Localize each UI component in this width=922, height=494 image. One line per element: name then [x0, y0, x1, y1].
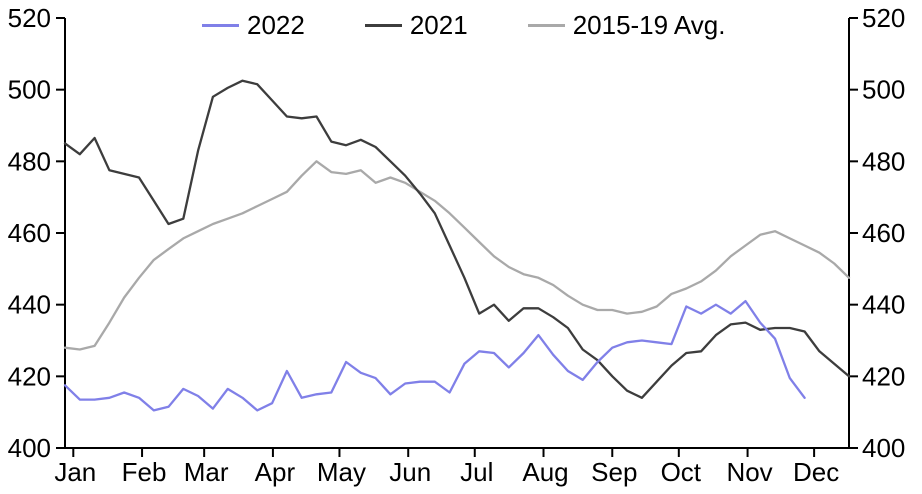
y-axis-label-right: 440 [862, 290, 905, 320]
x-axis-label: Nov [726, 457, 772, 487]
y-axis-label-right: 400 [862, 433, 905, 463]
y-axis-label-right: 500 [862, 75, 905, 105]
y-axis-label-left: 400 [8, 433, 51, 463]
axis-frame [64, 18, 850, 449]
x-axis-label: Jan [54, 457, 96, 487]
y-axis-label-left: 440 [8, 290, 51, 320]
legend-swatch-2015-19-avg-line [527, 24, 565, 27]
legend-label-2022: 2022 [247, 10, 305, 40]
y-axis-label-right: 520 [862, 3, 905, 33]
legend-item-2021: 2021 [364, 10, 468, 41]
legend-item-2022: 2022 [202, 10, 305, 41]
y-axis-label-left: 420 [8, 361, 51, 391]
series-line-2022 [63, 299, 806, 412]
y-axis-label-right: 480 [862, 146, 905, 176]
y-axis-label-left: 500 [8, 75, 51, 105]
y-axis-label-left: 480 [8, 146, 51, 176]
y-axis-label-left: 520 [8, 3, 51, 33]
legend-swatch-2022-line [202, 24, 239, 27]
x-axis-label: Apr [255, 457, 296, 487]
legend-label-2021: 2021 [409, 10, 468, 40]
chart-legend: 2022 2021 2015-19 Avg. [202, 10, 725, 41]
legend-item-2015-19-avg: 2015-19 Avg. [527, 10, 726, 41]
legend-label-2015-19-avg: 2015-19 Avg. [572, 10, 726, 40]
x-axis-label: Jun [389, 457, 431, 487]
series-line-2021 [63, 79, 851, 399]
x-axis-label: Feb [122, 457, 167, 487]
y-axis-label-right: 460 [862, 218, 905, 248]
y-axis-label-right: 420 [862, 361, 905, 391]
x-axis-label: Mar [184, 457, 229, 487]
legend-swatch-2021-line [364, 24, 402, 27]
x-axis-label: Sep [591, 457, 637, 487]
x-axis-label: Dec [793, 457, 839, 487]
series-line-2015-19-avg- [63, 160, 851, 351]
x-axis-label: May [317, 457, 366, 487]
x-axis-label: Oct [661, 457, 702, 487]
x-axis-label: Jul [460, 457, 493, 487]
x-axis-label: Aug [522, 457, 568, 487]
y-axis-label-left: 460 [8, 218, 51, 248]
